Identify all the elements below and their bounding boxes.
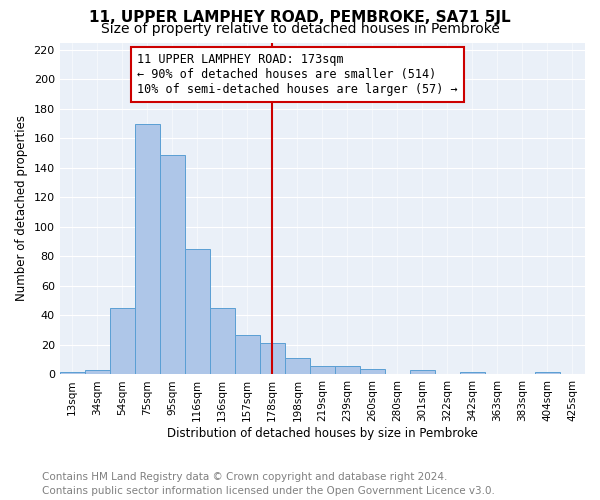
Bar bbox=[460, 372, 485, 374]
Bar bbox=[360, 368, 385, 374]
Bar bbox=[185, 249, 210, 374]
Bar bbox=[535, 372, 560, 374]
Bar bbox=[285, 358, 310, 374]
Text: 11 UPPER LAMPHEY ROAD: 173sqm
← 90% of detached houses are smaller (514)
10% of : 11 UPPER LAMPHEY ROAD: 173sqm ← 90% of d… bbox=[137, 53, 458, 96]
Text: Contains HM Land Registry data © Crown copyright and database right 2024.: Contains HM Land Registry data © Crown c… bbox=[42, 472, 448, 482]
Bar bbox=[85, 370, 110, 374]
Bar bbox=[135, 124, 160, 374]
Bar bbox=[260, 344, 285, 374]
X-axis label: Distribution of detached houses by size in Pembroke: Distribution of detached houses by size … bbox=[167, 427, 478, 440]
Bar bbox=[410, 370, 435, 374]
Bar bbox=[160, 154, 185, 374]
Bar bbox=[310, 366, 335, 374]
Bar bbox=[335, 366, 360, 374]
Bar bbox=[235, 334, 260, 374]
Text: Size of property relative to detached houses in Pembroke: Size of property relative to detached ho… bbox=[101, 22, 499, 36]
Text: 11, UPPER LAMPHEY ROAD, PEMBROKE, SA71 5JL: 11, UPPER LAMPHEY ROAD, PEMBROKE, SA71 5… bbox=[89, 10, 511, 25]
Bar bbox=[210, 308, 235, 374]
Text: Contains public sector information licensed under the Open Government Licence v3: Contains public sector information licen… bbox=[42, 486, 495, 496]
Bar bbox=[110, 308, 135, 374]
Y-axis label: Number of detached properties: Number of detached properties bbox=[15, 116, 28, 302]
Bar bbox=[59, 372, 85, 374]
